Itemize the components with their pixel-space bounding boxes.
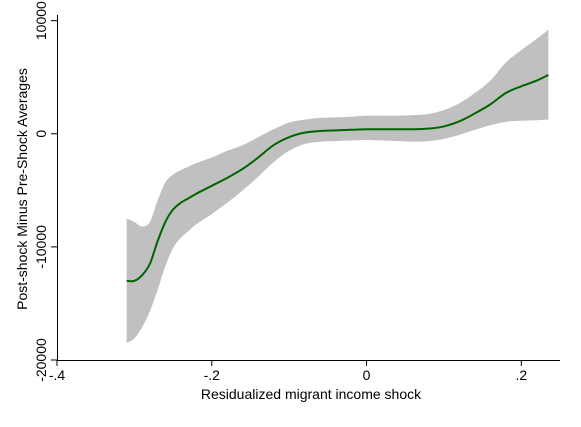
y-tick-label: 0: [33, 130, 49, 138]
fitted-line: [126, 74, 549, 283]
x-tick-label: -.2: [204, 367, 221, 383]
x-axis-title: Residualized migrant income shock: [201, 386, 422, 402]
x-tick-label: 0: [363, 367, 371, 383]
y-tick-label: 10000: [33, 1, 49, 40]
x-tick-label: -.4: [49, 367, 66, 383]
x-ticks: -.4 -.2 0 .2: [49, 360, 527, 383]
y-ticks: -20000 -10000 0 10000: [33, 1, 57, 382]
fitted-line-layer: [126, 74, 549, 283]
y-tick-label: -20000: [33, 338, 49, 382]
y-tick-label: -10000: [33, 225, 49, 269]
x-tick-label: .2: [515, 367, 527, 383]
y-axis-title: Post-shock Minus Pre-Shock Averages: [14, 68, 30, 310]
axes-layer: [57, 15, 560, 361]
